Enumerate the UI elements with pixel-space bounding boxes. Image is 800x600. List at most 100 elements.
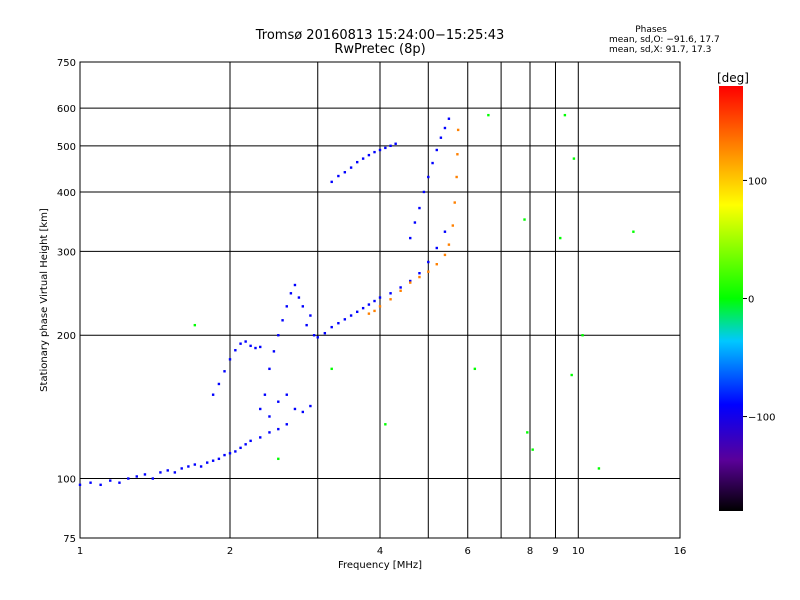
data-point (89, 481, 92, 484)
data-point (99, 483, 102, 487)
y-tick-label: 750 (57, 58, 76, 69)
data-point (418, 206, 421, 210)
data-point (277, 457, 280, 461)
data-point (409, 281, 412, 284)
data-point (118, 481, 121, 484)
data-point (581, 334, 584, 337)
colorbar-tick-label: 0 (748, 295, 754, 306)
x-tick-label: 8 (527, 546, 533, 557)
data-point (361, 157, 365, 160)
x-tick-label: 2 (227, 546, 233, 557)
chart-subtitle: RwPretec (8p) (334, 42, 425, 57)
data-point (361, 306, 365, 310)
data-point (572, 157, 576, 160)
colorbar-tick-label: 100 (748, 176, 767, 187)
data-point (343, 318, 347, 321)
data-point (422, 190, 426, 194)
data-point (337, 321, 340, 325)
data-point (223, 370, 226, 373)
data-point (343, 171, 347, 174)
data-point (187, 465, 190, 468)
colorbar-title: [deg] (717, 71, 749, 85)
data-point (297, 296, 301, 299)
data-point (597, 467, 601, 470)
data-point (217, 382, 221, 386)
data-point (355, 160, 359, 164)
axis-ticks: 1 2 4 6 8 9 10 16 75 100 200 300 400 500 600 750 (57, 58, 686, 557)
data-point (456, 153, 459, 156)
data-point (305, 323, 308, 327)
data-point (443, 230, 447, 233)
data-point (563, 113, 567, 117)
y-axis-label: Stationary phase Virtual Height [km] (39, 208, 50, 392)
data-point (447, 117, 451, 120)
data-point (367, 312, 371, 315)
x-tick-label: 1 (77, 546, 83, 557)
data-point (399, 286, 402, 289)
data-point (254, 346, 257, 350)
data-point (523, 218, 526, 221)
data-point (373, 150, 376, 154)
data-point (373, 309, 376, 313)
data-point (272, 350, 276, 353)
data-point (244, 340, 247, 343)
data-point (443, 253, 447, 257)
data-point (323, 331, 327, 335)
data-point (355, 310, 359, 314)
data-point (281, 319, 284, 322)
data-point (413, 221, 417, 224)
data-point (249, 439, 252, 443)
data-point (234, 450, 237, 453)
data-point (384, 146, 387, 150)
data-point (151, 477, 155, 480)
data-point (559, 236, 562, 240)
data-point (473, 367, 477, 371)
x-tick-label: 6 (465, 546, 471, 557)
legend-line-o: mean, sd,O: −91.6, 17.7 (609, 35, 720, 45)
data-point (293, 283, 297, 287)
y-tick-label: 600 (57, 104, 76, 115)
data-point (373, 299, 376, 303)
data-point (443, 126, 447, 130)
data-point (234, 349, 237, 352)
data-point (367, 303, 371, 306)
legend-line-x: mean, sd,X: 91.7, 17.3 (609, 45, 711, 55)
data-point (399, 289, 402, 292)
data-point (223, 453, 226, 457)
y-tick-label: 300 (57, 247, 76, 258)
data-points (78, 113, 635, 487)
data-point (632, 230, 635, 233)
grid-lines (79, 61, 681, 539)
data-point (143, 473, 147, 476)
data-point (301, 410, 305, 414)
data-point (427, 260, 430, 264)
data-point (211, 459, 215, 462)
data-point (180, 467, 183, 470)
data-point (427, 175, 430, 179)
data-point (418, 275, 421, 279)
data-point (159, 471, 162, 474)
data-point (259, 407, 262, 411)
data-point (330, 367, 333, 371)
data-point (349, 166, 353, 169)
data-point (312, 334, 316, 337)
data-point (285, 305, 288, 308)
data-point (439, 136, 443, 139)
data-point (244, 443, 247, 446)
x-tick-label: 16 (674, 546, 687, 557)
data-point (277, 334, 280, 337)
data-point (453, 201, 456, 204)
data-point (316, 336, 319, 339)
data-point (228, 452, 232, 455)
data-point (526, 431, 529, 434)
data-point (394, 142, 397, 145)
y-tick-label: 500 (57, 142, 76, 153)
data-point (487, 113, 490, 117)
data-point (228, 358, 232, 361)
data-point (135, 475, 138, 478)
y-tick-label: 100 (57, 475, 76, 486)
chart-title: Tromsø 20160813 15:24:00−15:25:43 (255, 28, 505, 43)
data-point (409, 279, 412, 283)
data-point (239, 446, 242, 450)
